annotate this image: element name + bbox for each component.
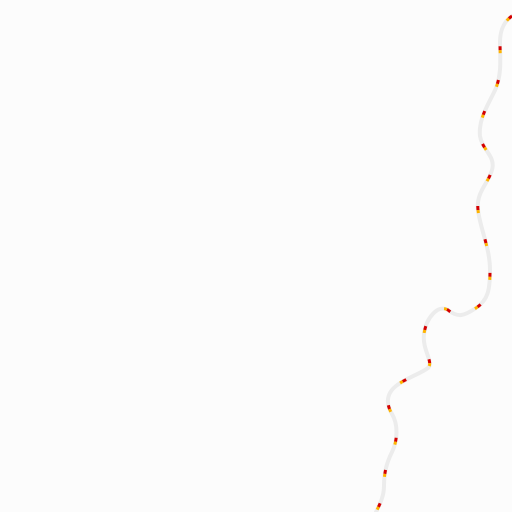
boundary-line [374,14,512,512]
boundary-casing [374,14,512,512]
